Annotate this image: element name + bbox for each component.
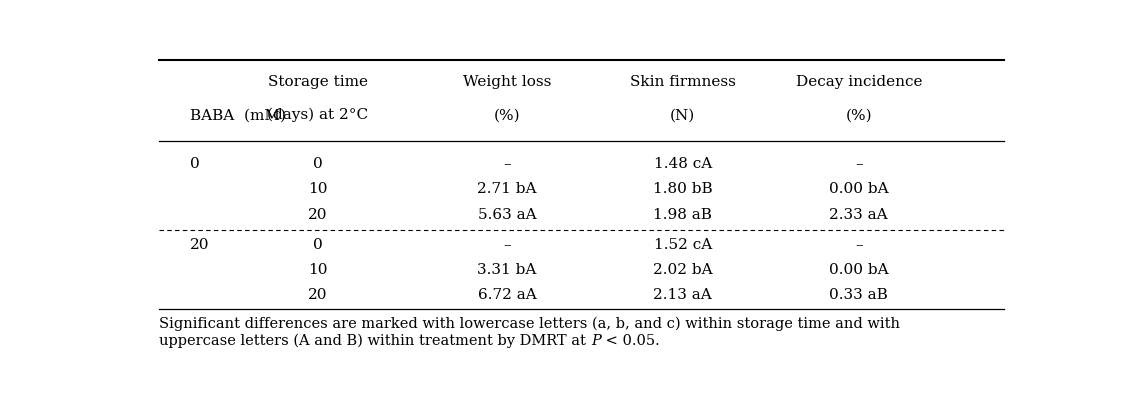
Text: 6.72 aA: 6.72 aA xyxy=(478,288,537,302)
Text: 1.48 cA: 1.48 cA xyxy=(654,157,712,171)
Text: (days) at 2°C: (days) at 2°C xyxy=(267,108,369,123)
Text: 3.31 bA: 3.31 bA xyxy=(477,263,537,277)
Text: 0: 0 xyxy=(313,238,322,252)
Text: 0: 0 xyxy=(313,157,322,171)
Text: –: – xyxy=(503,157,511,171)
Text: 2.71 bA: 2.71 bA xyxy=(477,182,537,196)
Text: Storage time: Storage time xyxy=(268,75,368,89)
Text: (%): (%) xyxy=(846,108,872,122)
Text: Weight loss: Weight loss xyxy=(463,75,552,89)
Text: (N): (N) xyxy=(671,108,696,122)
Text: 1.52 cA: 1.52 cA xyxy=(654,238,712,252)
Text: < 0.05.: < 0.05. xyxy=(600,334,659,348)
Text: 5.63 aA: 5.63 aA xyxy=(478,208,536,222)
Text: 0.33 aB: 0.33 aB xyxy=(830,288,889,302)
Text: (%): (%) xyxy=(494,108,520,122)
Text: P: P xyxy=(591,334,600,348)
Text: –: – xyxy=(503,238,511,252)
Text: –: – xyxy=(855,238,863,252)
Text: 0.00 bA: 0.00 bA xyxy=(829,263,889,277)
Text: –: – xyxy=(855,157,863,171)
Text: 2.13 aA: 2.13 aA xyxy=(654,288,713,302)
Text: 0.00 bA: 0.00 bA xyxy=(829,182,889,196)
Text: Skin firmness: Skin firmness xyxy=(630,75,735,89)
Text: 20: 20 xyxy=(191,238,210,252)
Text: 1.98 aB: 1.98 aB xyxy=(654,208,713,222)
Text: BABA  (mM): BABA (mM) xyxy=(191,108,286,122)
Text: 2.02 bA: 2.02 bA xyxy=(653,263,713,277)
Text: 10: 10 xyxy=(308,182,328,196)
Text: Significant differences are marked with lowercase letters (a, b, and c) within s: Significant differences are marked with … xyxy=(159,316,900,331)
Text: 20: 20 xyxy=(308,208,328,222)
Text: 1.80 bB: 1.80 bB xyxy=(653,182,713,196)
Text: 20: 20 xyxy=(308,288,328,302)
Text: Decay incidence: Decay incidence xyxy=(796,75,922,89)
Text: uppercase letters (A and B) within treatment by DMRT at: uppercase letters (A and B) within treat… xyxy=(159,334,591,348)
Text: 10: 10 xyxy=(308,263,328,277)
Text: 0: 0 xyxy=(191,157,200,171)
Text: 2.33 aA: 2.33 aA xyxy=(830,208,888,222)
